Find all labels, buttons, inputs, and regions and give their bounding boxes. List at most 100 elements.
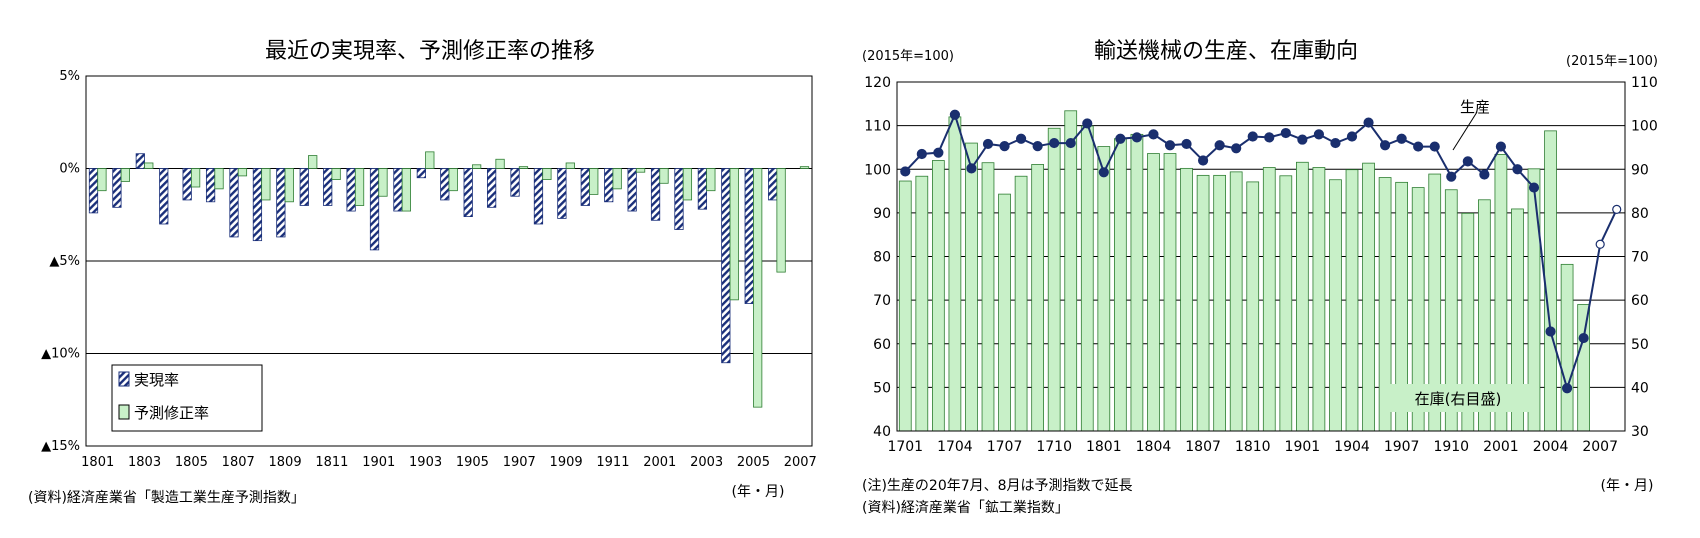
inventory-callout-box <box>1384 384 1532 412</box>
inventory-bar <box>948 116 962 432</box>
inventory-bar <box>932 160 945 432</box>
left-y-axis: 5% 0% ▲5% ▲10% ▲15% <box>41 69 80 454</box>
production-point <box>1015 133 1027 144</box>
right-x-tick-label: 1707 <box>987 439 1023 455</box>
right-right-y-tick-label: 30 <box>1631 424 1649 440</box>
right-right-y-tick-label: 40 <box>1631 380 1649 396</box>
revision-bar <box>729 168 739 301</box>
production-point <box>1429 141 1440 152</box>
left-source-note: (資料)経済産業省「製造工業生産予測指数」 <box>28 490 305 506</box>
production-point <box>1032 141 1043 152</box>
inventory-callout: 在庫(右目盛) <box>1415 390 1502 408</box>
production-point <box>1545 326 1556 337</box>
production-point <box>1280 127 1291 139</box>
right-left-y-tick-label: 100 <box>864 162 891 178</box>
revision-bar <box>706 168 716 192</box>
production-point <box>1098 167 1109 178</box>
production-point <box>916 148 927 160</box>
production-point <box>949 109 961 120</box>
legend-label-revision: 予測修正率 <box>134 404 209 422</box>
inventory-bar <box>1163 153 1177 432</box>
right-x-tick-label: 1801 <box>1086 439 1122 455</box>
realization-bar <box>604 168 614 203</box>
realization-bar <box>463 168 473 217</box>
left-x-tick-label: 1911 <box>596 455 629 470</box>
left-x-tick-label: 2007 <box>784 455 817 470</box>
realization-bar <box>112 168 122 208</box>
inventory-bar <box>898 180 912 432</box>
right-note: (注)生産の20年7月、8月は予測指数で延長 <box>862 478 1133 494</box>
right-chart-title: 輸送機械の生産、在庫動向 <box>1094 39 1358 64</box>
inventory-bar <box>1047 127 1061 432</box>
right-source-note: (資料)経済産業省「鉱工業指数」 <box>862 499 1069 516</box>
right-left-y-tick-label: 110 <box>864 119 891 135</box>
right-left-y-tick-label: 90 <box>873 206 891 222</box>
revision-bar <box>448 168 458 192</box>
left-y-tick-label: 5% <box>59 69 80 84</box>
realization-bar <box>416 168 426 179</box>
legend-box <box>111 364 263 432</box>
revision-bar <box>237 168 248 177</box>
right-right-axis-unit: (2015年=100) <box>1566 54 1658 69</box>
realization-bar <box>229 168 239 238</box>
revision-bar <box>472 164 482 169</box>
production-point <box>1115 133 1126 144</box>
inventory-bar <box>1180 167 1193 432</box>
production-point <box>1181 138 1192 150</box>
right-left-y-tick-label: 120 <box>864 75 891 91</box>
left-x-tick-label: 1803 <box>128 455 161 470</box>
production-line <box>904 111 1618 392</box>
production-callout: 生産 <box>1460 98 1490 116</box>
left-x-tick-label: 1805 <box>175 455 208 470</box>
left-x-tick-label: 1807 <box>222 455 255 470</box>
right-right-y-tick-label: 100 <box>1631 119 1658 135</box>
production-point <box>1446 171 1457 182</box>
inventory-bar <box>981 162 995 432</box>
realization-bar <box>440 168 450 201</box>
right-x-tick-label: 2004 <box>1533 439 1569 455</box>
realization-bar <box>510 168 520 197</box>
production-point <box>933 147 944 158</box>
production-point <box>1330 137 1341 149</box>
legend-swatch-realization <box>118 371 130 387</box>
production-point <box>1214 140 1225 151</box>
right-x-tick-label: 1910 <box>1433 439 1469 455</box>
inventory-bar <box>1147 153 1160 432</box>
realization-bar <box>323 168 333 206</box>
left-x-tick-label: 1811 <box>315 455 348 470</box>
right-x-tick-label: 1704 <box>937 439 973 455</box>
realization-bar <box>744 168 754 304</box>
right-x-axis: 1701 1704 1707 1710 1801 1804 1807 1810 1901 1904… <box>887 439 1618 455</box>
revision-bar <box>425 151 435 169</box>
production-point <box>900 166 911 177</box>
left-legend: 実現率 予測修正率 <box>111 364 263 432</box>
inventory-bar <box>1196 174 1210 432</box>
realization-bar <box>557 168 567 219</box>
production-point <box>1065 137 1076 149</box>
production-point <box>1578 332 1589 344</box>
production-callout-leader <box>1452 111 1478 151</box>
realization-bar <box>768 168 778 201</box>
realization-bar <box>369 168 380 251</box>
production-point <box>1164 140 1176 151</box>
inventory-bar <box>1296 161 1309 432</box>
production-point <box>1197 155 1209 166</box>
production-point <box>1413 141 1424 152</box>
left-y-tick-label: 0% <box>59 162 80 177</box>
left-x-tick-label: 1809 <box>269 455 302 470</box>
inventory-bar <box>1229 171 1243 432</box>
inventory-bar <box>1262 167 1276 432</box>
right-left-axis-unit: (2015年=100) <box>862 49 954 64</box>
production-point <box>1561 383 1573 394</box>
production-point <box>1297 134 1308 145</box>
left-x-tick-label: 1903 <box>409 455 442 470</box>
inventory-bar <box>965 142 978 432</box>
realization-bar <box>88 168 99 214</box>
right-x-tick-label: 1907 <box>1384 439 1420 455</box>
right-left-y-tick-label: 70 <box>873 293 891 309</box>
realization-bar <box>135 153 145 169</box>
realization-bar <box>650 168 661 221</box>
left-chart-title: 最近の実現率、予測修正率の推移 <box>265 39 595 64</box>
revision-bar <box>799 166 810 169</box>
